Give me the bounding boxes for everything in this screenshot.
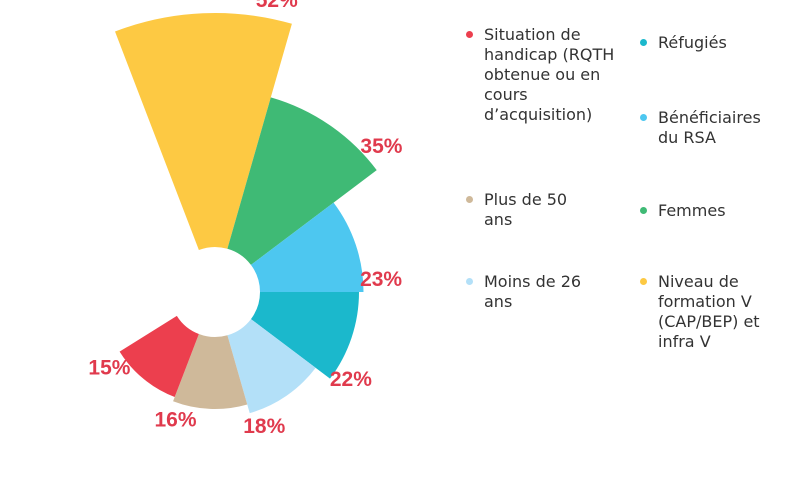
legend-swatch — [466, 31, 473, 38]
legend-item: Niveau de formation V (CAP/BEP) et infra… — [636, 272, 785, 352]
legend-item: Réfugiés — [636, 33, 785, 53]
legend-label: Niveau de formation V (CAP/BEP) et infra… — [658, 272, 760, 351]
segment — [115, 12, 292, 250]
legend-item: Moins de 26 ans — [462, 272, 592, 312]
segment — [173, 334, 248, 409]
legend-label: Plus de 50 ans — [484, 190, 568, 229]
value-label: 23% — [360, 268, 402, 291]
value-label: 18% — [243, 415, 285, 438]
segment — [227, 97, 377, 265]
legend-label: Femmes — [658, 201, 726, 220]
legend-label: Bénéficiaires du RSA — [658, 108, 761, 147]
segment — [119, 315, 199, 398]
segment — [227, 319, 316, 414]
legend-swatch — [640, 278, 647, 285]
legend-swatch — [640, 207, 647, 214]
value-label: 52% — [256, 0, 298, 12]
segment — [250, 292, 359, 379]
legend-item: Plus de 50 ans — [462, 190, 592, 230]
value-label: 15% — [88, 356, 130, 379]
segment — [250, 202, 364, 292]
value-label: 35% — [360, 135, 402, 158]
legend-label: Réfugiés — [658, 33, 727, 52]
legend-label: Moins de 26 ans — [484, 272, 582, 311]
legend-label: Situation de handicap (RQTH obtenue ou e… — [484, 25, 615, 124]
value-label: 16% — [155, 409, 197, 432]
legend-item: Bénéficiaires du RSA — [636, 108, 785, 148]
legend-swatch — [640, 114, 647, 121]
value-label: 22% — [330, 368, 372, 391]
legend-swatch — [640, 39, 647, 46]
legend-item: Femmes — [636, 201, 785, 221]
legend-item: Situation de handicap (RQTH obtenue ou e… — [462, 25, 622, 125]
legend-swatch — [466, 278, 473, 285]
legend-swatch — [466, 196, 473, 203]
